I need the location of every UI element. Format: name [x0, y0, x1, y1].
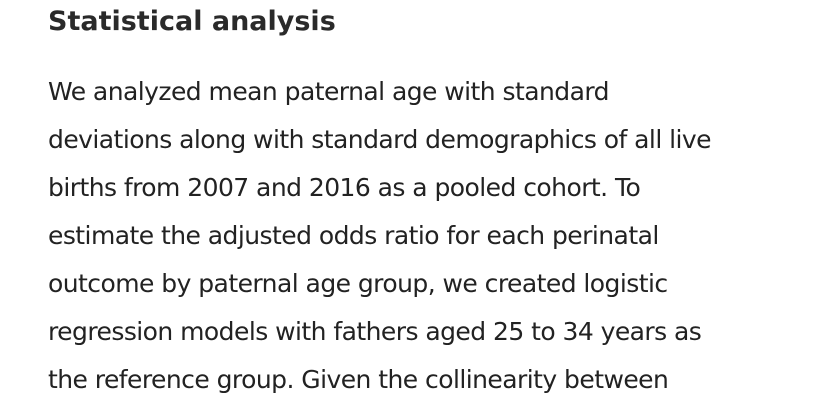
paragraph-line: regression models with fathers aged 25 t…: [48, 317, 702, 346]
body-paragraph: We analyzed mean paternal age with stand…: [48, 68, 788, 404]
paragraph-line: estimate the adjusted odds ratio for eac…: [48, 221, 659, 250]
article-section: Statistical analysis We analyzed mean pa…: [48, 0, 788, 404]
paragraph-line: births from 2007 and 2016 as a pooled co…: [48, 173, 641, 202]
paragraph-line: outcome by paternal age group, we create…: [48, 269, 668, 298]
paragraph-line: deviations along with standard demograph…: [48, 125, 712, 154]
section-heading: Statistical analysis: [48, 6, 336, 37]
paragraph-line: the reference group. Given the collinear…: [48, 365, 669, 394]
paragraph-line: We analyzed mean paternal age with stand…: [48, 77, 610, 106]
